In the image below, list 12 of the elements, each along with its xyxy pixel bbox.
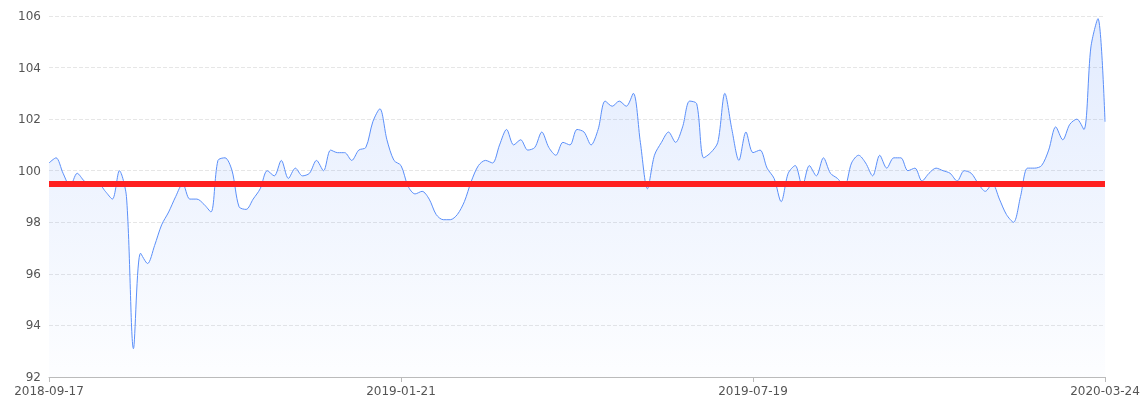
y-tick-label: 96: [25, 266, 41, 281]
y-tick-label: 106: [18, 9, 41, 23]
y-tick-label: 92: [25, 370, 41, 384]
y-tick-label: 98: [25, 215, 41, 230]
x-tick-label: 2020-03-24: [1070, 384, 1140, 398]
x-tick-label: 2019-01-21: [366, 384, 436, 398]
x-tick-label: 2018-09-17: [14, 384, 84, 398]
y-tick-label: 94: [25, 318, 41, 333]
x-tick-label: 2019-07-19: [718, 384, 788, 398]
y-tick-label: 100: [18, 163, 41, 178]
y-tick-label: 102: [18, 112, 41, 127]
y-tick-label: 104: [18, 60, 41, 75]
